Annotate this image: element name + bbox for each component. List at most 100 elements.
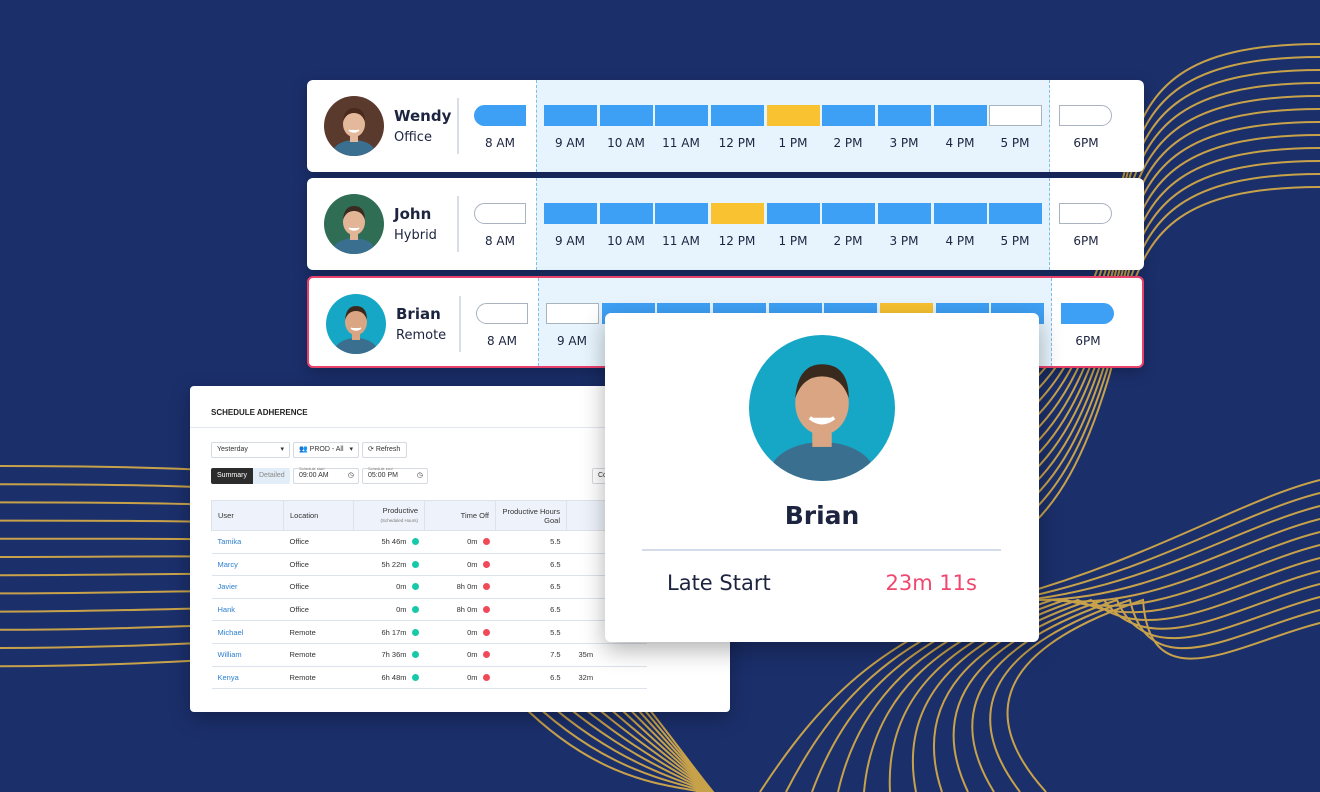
schedule-end-input[interactable]: Schedule end 05:00 PM ◷	[362, 466, 428, 484]
time-label: 9 AM	[556, 334, 587, 348]
team-select-value: PROD - All	[309, 446, 344, 453]
column-title: Productive Hours Goal	[502, 506, 560, 525]
user-link[interactable]: Javier	[217, 582, 238, 592]
timeline-row-john[interactable]: John Hybrid 8 AM 6PM 9 AM 10 AM 11 AM 12 PM 1…	[307, 178, 1144, 270]
late-cell: 32m	[566, 666, 647, 690]
popup-name: Brian	[784, 501, 860, 530]
productive-cell: 5h 22m	[353, 553, 425, 577]
column-header[interactable]: User	[211, 500, 284, 531]
time-label: 8 AM	[486, 334, 517, 348]
time-off-cell: 8h 0m	[424, 598, 496, 622]
productive-cell: 6h 48m	[353, 666, 425, 690]
hour-slot-active	[544, 203, 597, 224]
tab-detailed[interactable]: Detailed	[253, 468, 290, 484]
end-slot	[1059, 105, 1112, 126]
metric-label: Late Start	[667, 571, 771, 595]
adherence-table: User Location Productive (Scheduled Hours) T…	[211, 500, 647, 690]
column-header[interactable]: Time Off	[424, 500, 496, 531]
schedule-start-label: Schedule start	[299, 466, 325, 471]
refresh-button[interactable]: ⟳ Refresh	[362, 442, 407, 458]
avatar	[749, 335, 895, 481]
status-dot-icon	[411, 651, 419, 659]
goal-cell: 6.5	[495, 553, 567, 577]
time-label: 9 AM	[554, 136, 585, 150]
location-cell: Office	[283, 553, 354, 577]
table-row: Michael Remote 6h 17m 0m 5.5	[211, 620, 647, 644]
time-label: 1 PM	[778, 136, 808, 150]
time-off-value: 0m	[467, 672, 478, 682]
user-detail-popup: Brian Late Start 23m 11s	[605, 313, 1039, 642]
column-header[interactable]: Productive (Scheduled Hours)	[353, 500, 425, 531]
status-dot-icon	[411, 583, 419, 591]
user-link[interactable]: William	[217, 650, 242, 660]
column-header[interactable]: Productive Hours Goal	[495, 500, 567, 531]
productive-value: 6h 48m	[381, 672, 407, 682]
status-dot-icon	[482, 560, 490, 568]
table-row: Javier Office 0m 8h 0m 6.5	[211, 575, 647, 599]
productive-value: 0m	[396, 582, 407, 592]
user-link[interactable]: Tamika	[217, 537, 242, 547]
column-header[interactable]: Location	[283, 500, 354, 531]
refresh-label: Refresh	[375, 446, 401, 453]
hour-slot-active	[934, 203, 987, 224]
status-dot-icon	[482, 673, 490, 681]
user-link[interactable]: Michael	[217, 627, 244, 637]
date-select[interactable]: Yesterday ▾	[211, 442, 290, 458]
hour-slot-empty	[989, 105, 1042, 126]
time-label: 12 PM	[718, 136, 756, 150]
time-label: 8 AM	[484, 136, 515, 150]
time-off-cell: 0m	[424, 620, 496, 644]
hour-slot-active	[822, 105, 875, 126]
start-slot	[476, 303, 528, 324]
status-dot-icon	[411, 560, 419, 568]
status-dot-icon	[411, 673, 419, 681]
hour-slot-active	[655, 203, 708, 224]
hour-slot-break	[767, 105, 820, 126]
start-slot	[474, 203, 526, 224]
time-label: 10 AM	[607, 234, 645, 248]
users-icon: 👥	[299, 446, 310, 453]
metric-value: 23m 11s	[885, 571, 977, 595]
time-off-value: 0m	[467, 627, 478, 637]
user-link[interactable]: Marcy	[217, 559, 238, 569]
time-label: 3 PM	[889, 234, 919, 248]
table-row: William Remote 7h 36m 0m 7.5 35m	[211, 643, 647, 667]
hour-slot-active	[934, 105, 987, 126]
productive-value: 5h 22m	[381, 559, 407, 569]
goal-cell: 5.5	[495, 530, 567, 554]
location-cell: Remote	[283, 666, 354, 690]
productive-cell: 7h 36m	[353, 643, 425, 667]
hour-slot-active	[544, 105, 597, 126]
end-slot	[1059, 203, 1112, 224]
hour-slot-active	[878, 105, 931, 126]
time-label: 5 PM	[1000, 136, 1030, 150]
time-off-value: 8h 0m	[456, 582, 478, 592]
time-label: 1 PM	[778, 234, 808, 248]
timeline-row-wendy[interactable]: Wendy Office 8 AM 6PM 9 AM 10 AM 11 AM 12 PM…	[307, 80, 1144, 172]
status-dot-icon	[482, 583, 490, 591]
schedule-start-input[interactable]: Schedule start 09:00 AM ◷	[293, 466, 359, 484]
time-off-cell: 0m	[424, 666, 496, 690]
column-subtitle: (Scheduled Hours)	[380, 518, 418, 523]
time-label: 12 PM	[718, 234, 756, 248]
time-label: 11 AM	[662, 136, 700, 150]
user-name: Wendy	[394, 107, 452, 125]
table-row: Tamika Office 5h 46m 0m 5.5	[211, 530, 647, 554]
team-select[interactable]: 👥 PROD - All ▾	[293, 442, 359, 458]
status-dot-icon	[411, 628, 419, 636]
user-link[interactable]: Hank	[217, 605, 236, 615]
caret-down-icon: ▾	[280, 446, 284, 453]
productive-value: 5h 46m	[381, 537, 407, 547]
avatar	[326, 294, 386, 354]
schedule-end-label: Schedule end	[368, 466, 393, 471]
time-off-cell: 0m	[424, 553, 496, 577]
tab-summary[interactable]: Summary	[211, 468, 253, 484]
productive-cell: 0m	[353, 598, 425, 622]
panel-title: SCHEDULE ADHERENCE	[211, 408, 308, 417]
column-title: Location	[290, 511, 319, 520]
user-link[interactable]: Kenya	[217, 672, 239, 682]
time-label: 8 AM	[484, 234, 515, 248]
goal-cell: 5.5	[495, 620, 567, 644]
hour-slot-active	[600, 203, 653, 224]
time-label: 6PM	[1073, 136, 1099, 150]
